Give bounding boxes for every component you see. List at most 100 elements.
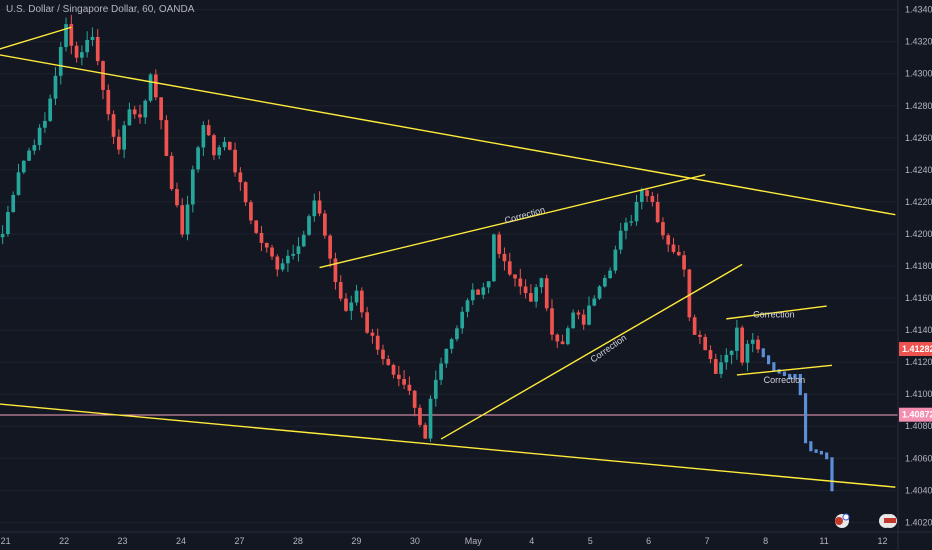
time-axis[interactable]: 21 22 23 24 27 28 29 30 May 4 5 6 7 8 11 12 [0, 531, 932, 546]
x-tick-label: 28 [293, 536, 303, 546]
candle-body [85, 40, 90, 53]
candle-body [692, 317, 697, 335]
candle-body [243, 182, 248, 203]
y-tick-label: 1.4020 [905, 517, 932, 527]
candle-body [497, 234, 502, 254]
candle-body [201, 125, 206, 148]
candle-body [745, 343, 750, 363]
candle-body [21, 160, 26, 173]
projection-bar [809, 441, 813, 452]
correction-rising-line[interactable] [440, 263, 743, 440]
candle-body [396, 374, 401, 380]
flag-lower-line[interactable] [736, 364, 833, 376]
candle-body [375, 335, 380, 350]
y-tick-label: 1.4060 [905, 453, 932, 463]
candle-body [74, 45, 79, 58]
candle-body [111, 114, 116, 137]
upper-channel-line[interactable] [0, 54, 896, 216]
projection [761, 348, 834, 492]
candle-body [629, 221, 634, 223]
candle-body [613, 249, 618, 271]
candle-body [370, 332, 375, 336]
x-tick-label: 12 [878, 536, 888, 546]
top-touch-line[interactable] [0, 26, 72, 50]
candle-body [735, 327, 739, 351]
candle-body [634, 201, 639, 222]
y-tick-label: 1.4300 [905, 69, 932, 79]
us-flag-detail-icon [835, 517, 843, 525]
candle-body [713, 359, 718, 374]
projection-bar [830, 457, 834, 492]
candle-body [148, 74, 153, 101]
candle-body [185, 204, 190, 235]
projection-bar [798, 373, 802, 396]
candle-body [233, 149, 237, 173]
candle-body [354, 290, 359, 303]
flag-upper-line[interactable] [726, 305, 827, 320]
candle-body [27, 150, 31, 161]
flag-stripe-icon [884, 518, 896, 523]
candle-body [180, 205, 185, 235]
candle-body [645, 190, 649, 197]
candle-body [666, 235, 671, 245]
candle-body [16, 172, 21, 195]
flag-icons[interactable] [835, 513, 897, 528]
candle-body [164, 120, 169, 156]
x-tick-label: 27 [234, 536, 244, 546]
y-tick-label: 1.4280 [905, 101, 932, 111]
candle-body [581, 314, 586, 325]
candle-body [32, 145, 37, 151]
symbol-title[interactable]: U.S. Dollar / Singapore Dollar, 60, OAND… [6, 4, 195, 15]
candle-body [190, 169, 195, 205]
candle-body [122, 125, 126, 150]
x-tick-label: 6 [646, 536, 651, 546]
candle-body [756, 339, 760, 350]
x-tick-label: 11 [819, 536, 828, 546]
x-tick-label: 30 [410, 536, 420, 546]
candle-body [608, 270, 612, 279]
candle-body [217, 147, 222, 156]
y-tick-label: 1.4320 [905, 37, 932, 47]
x-tick-label: 29 [351, 536, 361, 546]
candle-body [444, 348, 449, 364]
candle-body [703, 336, 708, 351]
trendlines[interactable] [0, 26, 896, 488]
candle-body [95, 36, 100, 62]
candle-body [449, 339, 454, 349]
candle-body [301, 234, 306, 247]
candle-body [571, 312, 575, 329]
candle-body [280, 263, 285, 270]
y-tick-label: 1.4120 [905, 357, 932, 367]
candle-body [264, 242, 269, 248]
lower-channel-line[interactable] [0, 403, 896, 488]
candle-body [349, 302, 354, 311]
candle-body [64, 24, 68, 47]
candle-body [359, 290, 364, 313]
x-tick-label: 24 [176, 536, 186, 546]
projection-bar [761, 348, 765, 358]
candle-body [386, 359, 391, 365]
candle-body [222, 141, 227, 148]
correction-label: Correction [589, 332, 629, 364]
candle-body [687, 269, 692, 318]
candle-body [312, 200, 317, 217]
y-tick-label: 1.4260 [905, 133, 932, 143]
candle-body [576, 312, 581, 315]
candle-body [560, 341, 565, 345]
support-price-tag-text: 1.40872 [902, 410, 932, 420]
candle-body [507, 261, 512, 275]
candle-body [682, 255, 686, 270]
candle-body [555, 334, 560, 342]
x-tick-label: 23 [118, 536, 128, 546]
projection-bar [788, 373, 792, 380]
candle-body [259, 232, 264, 243]
x-tick-label: 4 [529, 536, 534, 546]
grid [0, 9, 898, 523]
candle-body [48, 98, 53, 121]
candle-body [534, 287, 539, 302]
candle-body [476, 289, 480, 295]
price-axis[interactable]: 1.40201.40401.40601.40801.41001.41201.41… [897, 0, 932, 550]
correction-upper-line[interactable] [319, 173, 706, 269]
